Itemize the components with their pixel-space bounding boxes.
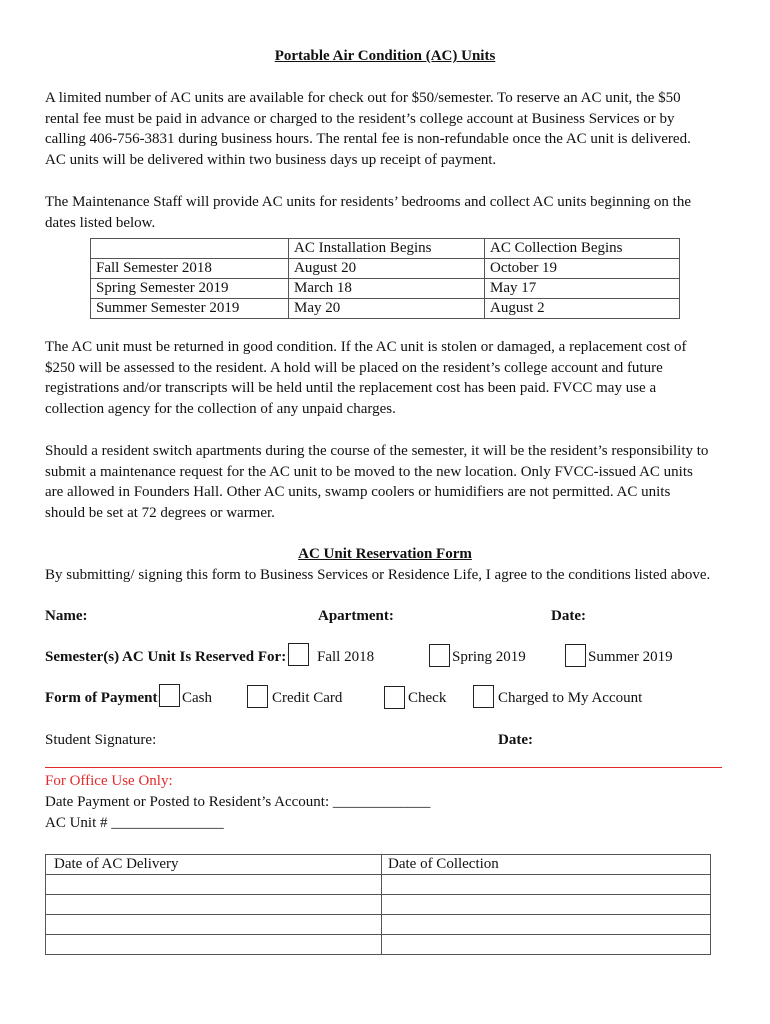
table-cell: May 17 — [484, 278, 680, 299]
paragraph-2-line: The Maintenance Staff will provide AC un… — [45, 194, 691, 210]
table-row: Spring Semester 2019 March 18 May 17 — [90, 278, 680, 299]
table-cell[interactable] — [381, 894, 711, 915]
table-cell: Fall Semester 2018 — [90, 258, 289, 279]
table-header-row: AC Installation Begins AC Collection Beg… — [90, 238, 680, 259]
charged-account-checkbox[interactable] — [473, 685, 494, 708]
table-cell: Spring Semester 2019 — [90, 278, 289, 299]
table-header-cell: AC Collection Begins — [484, 238, 680, 259]
paragraph-1-line: AC units will be delivered within two bu… — [45, 152, 497, 168]
table-row: Fall Semester 2018 August 20 October 19 — [90, 258, 680, 279]
check-checkbox[interactable] — [384, 686, 405, 709]
paragraph-3-line: registrations and/or transcripts will be… — [45, 380, 657, 396]
table-cell: March 18 — [288, 278, 485, 299]
table-header-row: Date of AC Delivery Date of Collection — [45, 854, 711, 875]
table-header-cell: Date of Collection — [381, 854, 711, 875]
page-title: Portable Air Condition (AC) Units — [274, 48, 496, 64]
paragraph-2-line: dates listed below. — [45, 215, 156, 231]
table-cell[interactable] — [381, 934, 711, 955]
ac-unit-line: AC Unit # _______________ — [45, 815, 224, 831]
summer-2019-checkbox[interactable] — [565, 644, 586, 667]
table-cell[interactable] — [45, 934, 382, 955]
paragraph-4-line: submit a maintenance request for the AC … — [45, 464, 693, 480]
table-row — [45, 914, 711, 935]
table-row: Summer Semester 2019 May 20 August 2 — [90, 298, 680, 319]
paragraph-3-line: collection agency for the collection of … — [45, 401, 396, 417]
paragraph-1-line: calling 406-756-3831 during business hou… — [45, 131, 691, 147]
fall-2018-checkbox[interactable] — [288, 643, 309, 666]
signature-date-label: Date: — [498, 732, 533, 748]
office-divider — [45, 767, 722, 768]
table-cell[interactable] — [45, 874, 382, 895]
fall-2018-label: Fall 2018 — [317, 649, 375, 665]
office-table: Date of AC Delivery Date of Collection — [45, 854, 711, 955]
paragraph-4-line: should be set at 72 degrees or warmer. — [45, 505, 275, 521]
table-cell: Summer Semester 2019 — [90, 298, 289, 319]
table-cell[interactable] — [381, 914, 711, 935]
name-label: Name: — [45, 608, 88, 624]
date-label: Date: — [551, 608, 586, 624]
form-intro: By submitting/ signing this form to Busi… — [45, 567, 711, 583]
table-cell: October 19 — [484, 258, 680, 279]
table-row — [45, 874, 711, 895]
credit-card-label: Credit Card — [272, 690, 343, 706]
table-row — [45, 894, 711, 915]
table-header-cell: Date of AC Delivery — [45, 854, 382, 875]
cash-checkbox[interactable] — [159, 684, 180, 707]
paragraph-1-line: rental fee must be paid in advance or ch… — [45, 111, 675, 127]
table-cell[interactable] — [45, 914, 382, 935]
paragraph-1-line: A limited number of AC units are availab… — [45, 90, 681, 106]
signature-label: Student Signature: — [45, 732, 157, 748]
table-cell: August 2 — [484, 298, 680, 319]
credit-card-checkbox[interactable] — [247, 685, 268, 708]
paragraph-3-line: $250 will be assessed to the resident. A… — [45, 360, 663, 376]
table-header-cell — [90, 238, 289, 259]
table-cell[interactable] — [45, 894, 382, 915]
paragraph-3-line: The AC unit must be returned in good con… — [45, 339, 687, 355]
paragraph-4-line: Should a resident switch apartments duri… — [45, 443, 709, 459]
payment-date-line: Date Payment or Posted to Resident’s Acc… — [45, 794, 431, 810]
payment-label: Form of Payment: — [45, 690, 163, 706]
check-label: Check — [408, 690, 447, 706]
table-header-cell: AC Installation Begins — [288, 238, 485, 259]
charged-account-label: Charged to My Account — [498, 690, 643, 706]
spring-2019-label: Spring 2019 — [452, 649, 526, 665]
table-cell: August 20 — [288, 258, 485, 279]
form-title: AC Unit Reservation Form — [298, 546, 472, 562]
semester-label: Semester(s) AC Unit Is Reserved For: — [45, 649, 287, 665]
cash-label: Cash — [182, 690, 212, 706]
spring-2019-checkbox[interactable] — [429, 644, 450, 667]
schedule-table: AC Installation Begins AC Collection Beg… — [90, 238, 680, 319]
table-cell: May 20 — [288, 298, 485, 319]
apartment-label: Apartment: — [318, 608, 394, 624]
table-cell[interactable] — [381, 874, 711, 895]
office-use-heading: For Office Use Only: — [45, 773, 173, 789]
paragraph-4-line: are allowed in Founders Hall. Other AC u… — [45, 484, 671, 500]
table-row — [45, 934, 711, 955]
summer-2019-label: Summer 2019 — [588, 649, 673, 665]
